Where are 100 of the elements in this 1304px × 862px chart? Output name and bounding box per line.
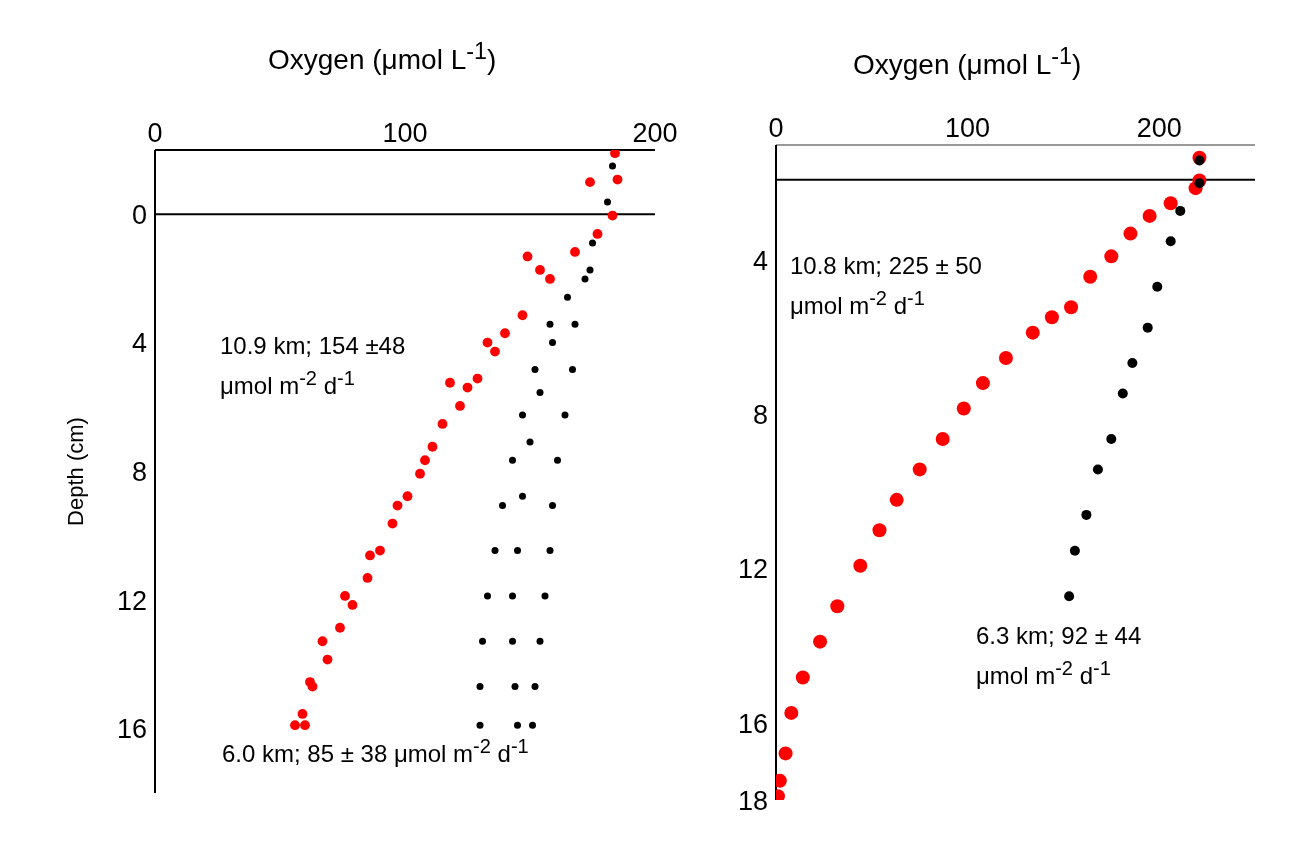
chart-title: Oxygen (μmol L$^{-1}$)	[853, 43, 1082, 81]
point	[1044, 310, 1059, 325]
point	[889, 492, 904, 507]
point	[1064, 300, 1079, 315]
annotation: 10.9 km; 154 ±48 μmol m$^{-2}$ d$^{-1}$	[220, 332, 406, 399]
annotation: 10.8 km; 225 ± 50 μmol m$^{-2}$ d$^{-1}$	[790, 252, 982, 319]
point	[500, 328, 510, 339]
point	[581, 275, 589, 283]
point	[872, 523, 887, 538]
point	[935, 431, 950, 446]
point	[571, 320, 579, 328]
point	[300, 720, 310, 731]
point	[554, 456, 561, 464]
point	[1083, 269, 1098, 284]
point	[536, 637, 544, 645]
point	[784, 705, 799, 720]
point	[1194, 178, 1205, 189]
point	[455, 401, 465, 411]
y-tick-label: 12	[737, 554, 768, 585]
point	[509, 592, 516, 600]
point	[541, 592, 549, 600]
point	[545, 274, 555, 284]
point	[362, 573, 373, 583]
point	[612, 174, 623, 185]
point	[956, 401, 971, 416]
point	[305, 677, 315, 687]
point	[1175, 205, 1186, 216]
point	[392, 500, 403, 511]
point	[830, 599, 845, 614]
point	[375, 545, 385, 556]
y-tick-label: 8	[752, 400, 768, 431]
point	[569, 366, 576, 374]
x-tick-label: 100	[382, 118, 428, 148]
point	[517, 310, 528, 321]
point	[586, 266, 594, 274]
point	[484, 592, 491, 600]
point	[1069, 545, 1080, 556]
point	[1064, 591, 1075, 602]
y-tick-label: 18	[737, 785, 768, 816]
point	[609, 162, 616, 170]
point	[1163, 196, 1178, 211]
y-tick-label: 16	[116, 714, 147, 745]
point	[519, 411, 526, 419]
point	[604, 198, 611, 206]
point	[522, 251, 533, 262]
y-tick-label: 16	[737, 708, 768, 739]
point	[778, 746, 793, 761]
point	[322, 654, 333, 665]
point	[387, 518, 398, 529]
point	[472, 373, 483, 384]
point	[514, 721, 521, 729]
point	[402, 491, 413, 502]
point	[1127, 358, 1138, 369]
point	[1142, 322, 1153, 333]
point	[998, 351, 1013, 366]
point	[1142, 208, 1157, 223]
point	[531, 366, 539, 374]
point	[975, 376, 990, 391]
point	[912, 462, 927, 477]
point	[290, 720, 300, 731]
point	[511, 683, 519, 691]
point	[1152, 281, 1163, 292]
point	[531, 683, 539, 691]
point	[1165, 236, 1176, 247]
point	[462, 382, 473, 393]
point	[476, 721, 484, 729]
y-tick-label: 8	[131, 457, 147, 488]
point	[1092, 464, 1103, 475]
point	[536, 388, 544, 396]
point	[340, 591, 350, 601]
point	[795, 670, 810, 685]
point	[1025, 325, 1040, 340]
y-axis-title: Depth (cm)	[62, 417, 88, 526]
point	[476, 683, 484, 691]
x-tick-label: 100	[945, 113, 991, 143]
point	[1104, 249, 1119, 264]
point	[1106, 433, 1117, 444]
point	[490, 346, 500, 357]
x-tick-label: 200	[632, 118, 678, 148]
point	[1117, 388, 1128, 399]
point	[549, 502, 556, 510]
chart-title: Oxygen (μmol L$^{-1}$)	[268, 38, 497, 76]
point	[437, 419, 448, 429]
y-tick-label: 0	[131, 199, 147, 230]
point	[1123, 226, 1138, 241]
point	[526, 438, 534, 446]
annotation: 6.0 km; 85 ± 38 μmol m$^{-2}$ d$^{-1}$	[222, 735, 529, 767]
point	[592, 229, 603, 239]
point	[491, 547, 499, 555]
point	[546, 320, 554, 328]
point	[317, 636, 328, 647]
point	[479, 637, 486, 645]
point	[853, 558, 868, 573]
point	[813, 634, 828, 649]
point	[509, 456, 516, 464]
point	[347, 600, 358, 610]
y-tick-label: 12	[116, 585, 147, 616]
point	[427, 441, 438, 452]
point	[335, 622, 345, 633]
annotation: 6.3 km; 92 ± 44 μmol m$^{-2}$ d$^{-1}$	[976, 622, 1142, 689]
